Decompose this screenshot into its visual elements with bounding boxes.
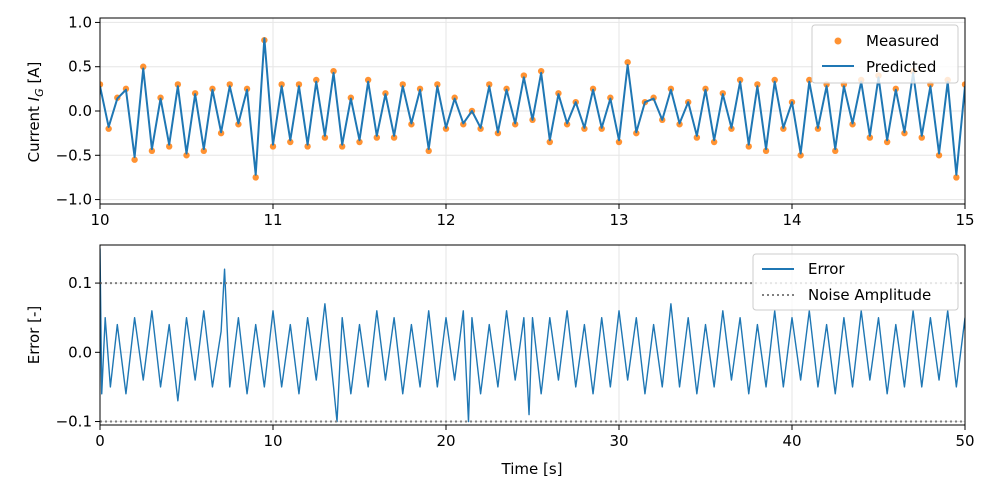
bottom-axes-frame bbox=[99, 244, 966, 426]
y-tick-label: 0.0 bbox=[68, 102, 92, 120]
measured-point bbox=[140, 63, 147, 70]
error-series-line bbox=[100, 248, 965, 423]
bottom-panel: 0 10 20 30 40 50 −0.1 0.0 0.1 Error [-] Time [s]… bbox=[25, 244, 975, 478]
measured-point bbox=[269, 143, 277, 150]
measured-point bbox=[399, 81, 406, 88]
measured-point bbox=[615, 138, 623, 146]
top-legend: Measured Predicted bbox=[811, 24, 959, 84]
measured-point bbox=[537, 67, 545, 75]
measured-point bbox=[624, 59, 631, 66]
measured-point bbox=[520, 72, 528, 79]
measured-point bbox=[373, 134, 380, 141]
top-ylabel: Current IG [A] bbox=[25, 62, 46, 163]
y-tick-label: −0.1 bbox=[56, 413, 92, 431]
x-tick-label: 50 bbox=[955, 432, 974, 450]
x-tick-label: 11 bbox=[263, 211, 282, 229]
measured-point bbox=[486, 81, 493, 88]
bottom-legend-box bbox=[752, 253, 959, 311]
measured-point bbox=[953, 174, 960, 181]
x-tick-label: 0 bbox=[95, 432, 105, 450]
measured-point bbox=[174, 81, 182, 88]
legend-measured-marker bbox=[834, 37, 842, 45]
bottom-xlabel: Time [s] bbox=[501, 460, 563, 478]
y-tick-label: 0.5 bbox=[68, 58, 92, 76]
measured-point bbox=[105, 125, 112, 132]
x-tick-label: 40 bbox=[782, 432, 801, 450]
x-tick-label: 20 bbox=[436, 432, 455, 450]
measured-point bbox=[745, 143, 752, 150]
legend-predicted-label: Predicted bbox=[866, 58, 936, 76]
top-panel: 10 11 12 13 14 15 −1.0 −0.5 0.0 0.5 1.0 Current IG… bbox=[25, 13, 975, 229]
measured-point bbox=[961, 81, 965, 88]
top-ticks: 10 11 12 13 14 15 −1.0 −0.5 0.0 0.5 1.0 bbox=[56, 13, 975, 229]
top-plot-area bbox=[100, 36, 965, 181]
measured-point bbox=[295, 81, 303, 88]
measured-point bbox=[832, 147, 839, 155]
measured-point bbox=[866, 134, 874, 141]
x-tick-label: 30 bbox=[609, 432, 628, 450]
x-tick-label: 10 bbox=[263, 432, 282, 450]
measured-point bbox=[883, 138, 891, 146]
measured-point bbox=[736, 76, 744, 84]
bottom-ylabel: Error [-] bbox=[25, 306, 43, 364]
measured-point bbox=[762, 147, 770, 155]
predicted-series-line bbox=[100, 37, 965, 176]
bottom-ticks: 0 10 20 30 40 50 −0.1 0.0 0.1 bbox=[56, 274, 975, 450]
x-tick-label: 15 bbox=[955, 211, 974, 229]
measured-point bbox=[754, 81, 761, 88]
measured-point bbox=[252, 174, 259, 181]
measured-point bbox=[131, 156, 138, 163]
measured-point bbox=[918, 134, 925, 141]
x-tick-label: 10 bbox=[90, 211, 109, 229]
x-tick-label: 13 bbox=[609, 211, 628, 229]
y-tick-label: −0.5 bbox=[56, 146, 92, 164]
measured-point bbox=[148, 147, 156, 155]
measured-point bbox=[287, 138, 294, 146]
measured-point bbox=[356, 138, 363, 146]
measured-point bbox=[183, 152, 190, 159]
y-tick-label: 1.0 bbox=[68, 13, 92, 31]
measured-point bbox=[339, 143, 346, 150]
y-tick-label: 0.1 bbox=[68, 274, 92, 292]
measured-point bbox=[330, 67, 337, 75]
measured-point bbox=[693, 134, 701, 141]
measured-point bbox=[771, 76, 778, 84]
measured-point bbox=[100, 81, 104, 88]
measured-point bbox=[434, 81, 441, 88]
measured-point bbox=[313, 76, 320, 84]
legend-measured-label: Measured bbox=[866, 32, 939, 50]
measured-point bbox=[278, 81, 285, 88]
measured-point bbox=[364, 76, 372, 84]
top-legend-box bbox=[811, 24, 959, 84]
measured-point bbox=[546, 138, 553, 146]
measured-point bbox=[304, 143, 311, 150]
x-tick-label: 12 bbox=[436, 211, 455, 229]
bottom-legend: Error Noise Amplitude bbox=[752, 253, 959, 311]
legend-noise-label: Noise Amplitude bbox=[808, 286, 931, 304]
measured-point bbox=[710, 138, 718, 146]
y-tick-label: −1.0 bbox=[56, 191, 92, 209]
measured-point bbox=[425, 147, 432, 155]
measured-point bbox=[390, 134, 398, 141]
measured-point bbox=[797, 152, 804, 159]
measured-point bbox=[321, 134, 329, 141]
measured-point bbox=[806, 76, 813, 84]
measured-point bbox=[166, 143, 173, 150]
y-tick-label: 0.0 bbox=[68, 343, 92, 361]
measured-point bbox=[935, 152, 943, 159]
measured-point bbox=[226, 81, 233, 88]
x-tick-label: 14 bbox=[782, 211, 801, 229]
legend-error-label: Error bbox=[808, 260, 845, 278]
measured-point bbox=[200, 147, 207, 155]
